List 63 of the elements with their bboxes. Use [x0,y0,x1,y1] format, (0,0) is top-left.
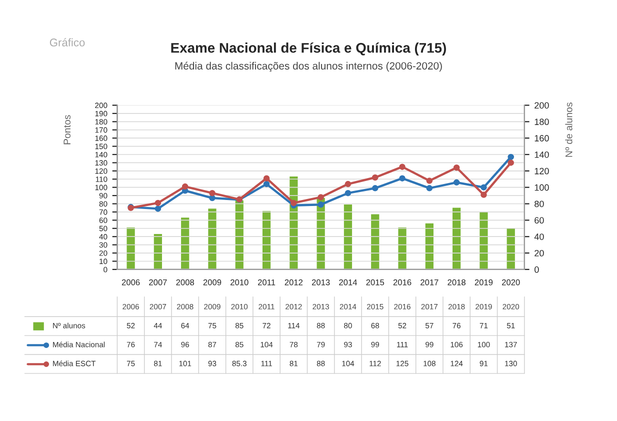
x-tick-label: 2012 [284,279,303,286]
point [290,200,297,206]
point [480,184,487,190]
point [154,200,162,206]
point [372,185,378,192]
y2-tick-label: 100 [534,184,549,191]
bar [342,203,354,270]
bar [505,226,516,270]
y2-tick-label: 0 [534,266,539,273]
x-tick-label: 2017 [420,279,438,286]
bar [180,216,191,270]
point [344,180,352,188]
x-tick-label: 2018 [448,279,466,286]
chart-title: Exame Nacional de Física e Química (715) [171,42,446,56]
point [399,175,406,182]
point [426,178,433,184]
y2-tick-label: 180 [534,118,549,126]
point [453,179,460,186]
point [182,183,188,190]
x-tick-label: 2010 [230,279,248,286]
bar [370,212,381,270]
point [209,194,216,202]
point [372,174,378,181]
y2-tick-label: 120 [534,168,549,174]
x-tick-label: 2016 [393,279,412,286]
y2-tick-label: 80 [534,200,544,208]
y2-axis-title: Nº de alunos [565,102,572,157]
x-tick-label: 2008 [176,279,194,286]
point [263,180,270,188]
bar [451,206,462,270]
x-tick-label: 2015 [366,279,384,286]
point [480,192,487,198]
point [508,160,514,166]
chart-subtitle: Média das classificações dos alunos internos (2006-2020) [175,62,442,72]
y2-tick-label: 140 [534,151,549,158]
point [154,206,162,212]
bar [424,222,435,270]
x-tick-label: 2019 [474,279,493,286]
point [508,154,514,160]
point [399,164,406,170]
x-tick-label: 2013 [312,279,330,286]
point [453,164,460,171]
x-tick-label: 2007 [149,279,167,286]
bar [152,232,164,270]
y-axis-title: Pontos [64,115,71,144]
point [209,190,216,196]
x-tick-label: 2006 [122,279,140,286]
y2-tick-label: 60 [534,217,544,224]
x-tick-label: 2014 [339,279,358,286]
bar [261,210,272,270]
point [263,175,270,182]
y2-tick-label: 40 [534,234,544,240]
y2-tick-label: 160 [534,135,549,142]
y2-tick-label: 200 [534,102,549,109]
x-tick-label: 2011 [258,279,276,286]
text: Gráfico [50,38,85,46]
point [426,185,433,192]
x-tick-label: 2009 [203,279,222,286]
y2-tick-label: 20 [534,250,544,256]
x-tick-label: 2020 [502,279,520,286]
point [318,201,324,208]
point [318,194,324,200]
point [344,190,352,196]
